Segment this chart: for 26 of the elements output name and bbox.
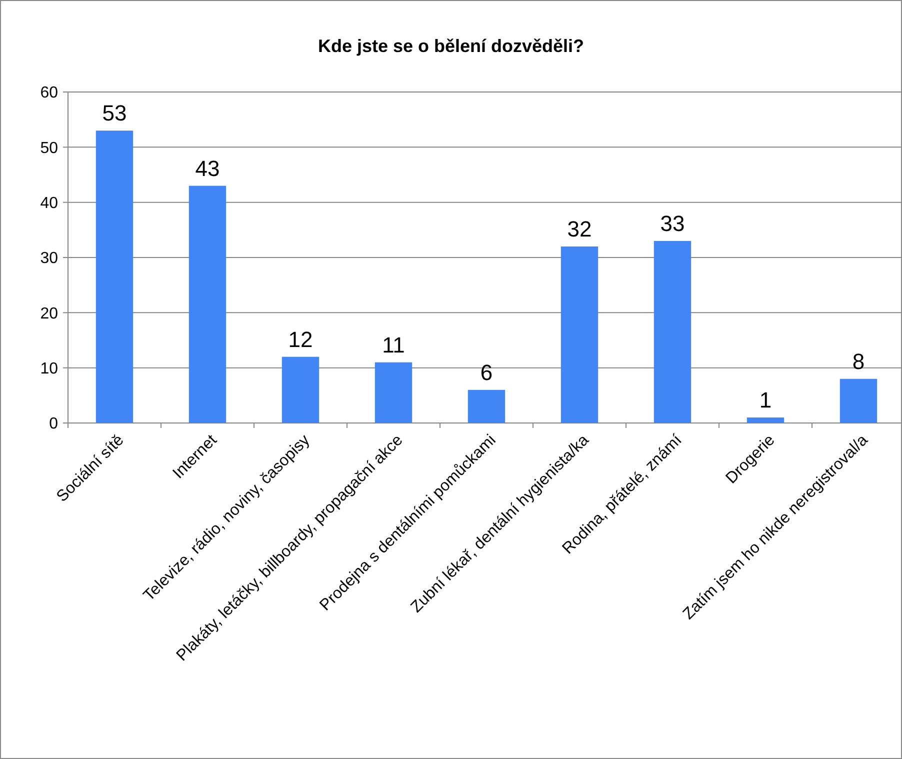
data-label: 11 — [382, 332, 405, 358]
y-tick-label: 10 — [40, 360, 58, 378]
y-tick-label: 30 — [40, 250, 58, 268]
bar — [96, 130, 134, 423]
y-tick-label: 50 — [40, 140, 58, 157]
bar — [840, 378, 878, 423]
bar — [188, 186, 226, 423]
data-label: 1 — [759, 387, 772, 412]
y-tick-label: 0 — [49, 416, 58, 433]
bar — [282, 356, 320, 423]
data-label: 6 — [480, 360, 493, 385]
bar — [374, 362, 412, 423]
y-tick-label: 20 — [40, 305, 58, 322]
chart-title: Kde jste se o bělení dozvěděli? — [318, 36, 584, 56]
bar — [746, 417, 784, 423]
y-tick-label: 40 — [40, 194, 58, 212]
bar — [468, 390, 506, 423]
data-label: 53 — [102, 100, 127, 126]
data-label: 33 — [660, 210, 685, 236]
y-tick-label: 60 — [40, 84, 58, 102]
data-label: 43 — [195, 156, 220, 181]
data-label: 32 — [567, 216, 592, 242]
data-label: 8 — [852, 348, 865, 374]
bar — [560, 246, 598, 423]
bar — [654, 240, 692, 423]
data-label: 12 — [288, 326, 313, 352]
